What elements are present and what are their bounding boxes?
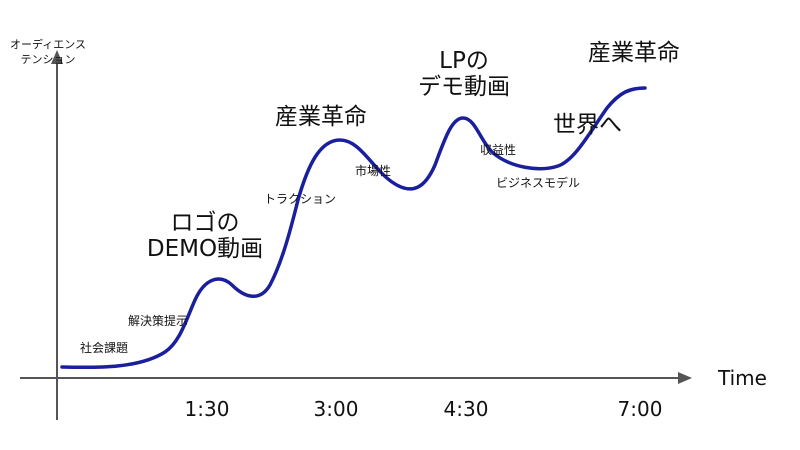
annotation-logo-line1: ロゴの	[170, 210, 240, 236]
tick-label-4-30: 4:30	[443, 397, 489, 421]
tension-curve	[60, 86, 647, 370]
annotation-social-issue: 社会課題	[80, 341, 129, 355]
y-axis-label: オーディエンス テンション	[10, 38, 86, 68]
tick-label-3-00: 3:00	[313, 397, 359, 421]
tick-label-1-30: 1:30	[184, 397, 230, 421]
annotation-solution: 解決策提示	[128, 314, 189, 328]
y-axis-label-line2: テンション	[20, 52, 76, 66]
annotation-traction: トラクション	[264, 192, 337, 206]
annotation-lp-line1: LPの	[439, 48, 489, 74]
annotation-industry-revolution-1: 産業革命	[275, 104, 367, 130]
tick-label-7-00: 7:00	[617, 397, 663, 421]
annotation-logo-demo: ロゴの DEMO動画	[140, 210, 270, 263]
annotation-lp-line2: デモ動画	[418, 74, 510, 101]
annotation-revenue: 収益性	[480, 143, 517, 157]
x-axis-arrowhead	[678, 372, 692, 384]
annotation-world: 世界へ	[553, 112, 622, 138]
annotation-business-model: ビジネスモデル	[496, 176, 581, 190]
annotation-lp-demo: LPの デモ動画	[404, 48, 524, 101]
annotation-industry-revolution-2: 産業革命	[588, 40, 680, 66]
annotation-logo-line2: DEMO動画	[146, 236, 264, 263]
annotation-market: 市場性	[355, 164, 392, 178]
y-axis-arrowhead	[51, 50, 63, 64]
y-axis-label-line1: オーディエンス	[10, 38, 87, 51]
x-axis-label: Time	[718, 366, 767, 390]
